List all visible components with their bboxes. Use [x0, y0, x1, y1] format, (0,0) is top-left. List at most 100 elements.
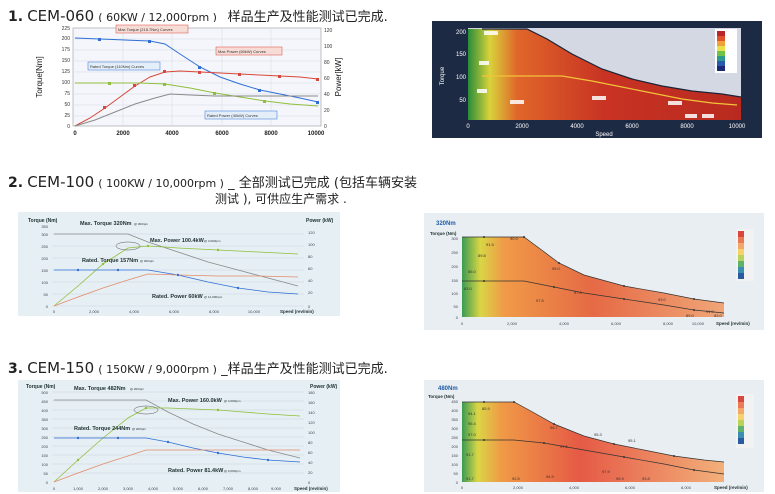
efficiency-label: 94.1	[468, 411, 477, 416]
x-tick: 2,000	[98, 486, 109, 491]
map-x-tick: 0	[461, 485, 464, 490]
x-tick: 8,000	[209, 309, 220, 314]
yr-tick: 20	[308, 290, 313, 295]
status-text: _样品生产及性能测试已完成.	[221, 362, 388, 377]
ann-max-torque-sub: @ 200rpm	[130, 387, 145, 391]
y-axis-label-left: Torque (Nm)	[26, 384, 56, 390]
rated-torque-curve	[54, 269, 299, 295]
section-number: 1.	[8, 9, 24, 25]
efficiency-label: 95.3	[594, 432, 603, 437]
rated-torque-curve	[54, 437, 301, 463]
map-x-tick: 2,000	[507, 321, 518, 326]
y-axis-label-left: Torque[Nm]	[35, 56, 44, 97]
x-tick: 8,000	[248, 486, 259, 491]
x-tick: 7,000	[223, 486, 234, 491]
yr-tick: 60	[308, 450, 313, 455]
ann-max-power-sub: @ 4,000rpm	[224, 399, 241, 403]
yl-tick: 350	[41, 224, 48, 229]
yr-tick: 120	[308, 230, 315, 235]
torque-boundary-line	[462, 236, 725, 304]
x-tick: 0	[53, 309, 56, 314]
cem060-efficiency-map: 50 100 150 200 0 2000 4000 6000 8000 100…	[432, 21, 762, 138]
status-text: _ 全部测试已完成 (包括车辆安装	[228, 176, 417, 191]
ann-rated-torque-sub: @ 200rpm	[132, 427, 147, 431]
efficiency-label: 95.1	[628, 438, 637, 443]
efficiency-label: 90.0	[510, 236, 519, 241]
efficiency-label: 95.0	[552, 266, 561, 271]
yl-tick: 225	[62, 26, 71, 32]
model-spec: ( 150KW / 9,000rpm )	[98, 363, 217, 376]
efficiency-label: 92.5	[512, 476, 521, 481]
ann-max-torque-sub: @ 300rpm	[134, 222, 149, 226]
y-axis-label-right: Power[kW]	[334, 58, 343, 97]
map-x-tick: 6,000	[611, 321, 622, 326]
map-y-tick: 50	[454, 471, 459, 476]
efficiency-label: 89.8	[478, 253, 487, 258]
yr-tick: 160	[308, 400, 315, 405]
y-axis-label-right: Power (kW)	[306, 218, 334, 224]
yr-tick: 100	[324, 44, 333, 50]
ann-max-torque: Max. Torque 482Nm	[74, 386, 126, 392]
map-y-tick: 0	[456, 315, 459, 320]
efficiency-label: 89.0	[686, 313, 695, 318]
yr-tick: 0	[324, 124, 327, 130]
yl-tick: 0	[46, 480, 49, 485]
map-y-tick: 400	[451, 408, 458, 413]
rated-power-curve	[53, 273, 299, 307]
x-tick: 9,000	[271, 486, 282, 491]
x-tick: 2000	[116, 131, 130, 137]
x-tick: 4000	[165, 131, 179, 137]
map-x-tick: 4,000	[559, 321, 570, 326]
yr-tick: 40	[308, 278, 313, 283]
map-y-tick: 200	[456, 30, 467, 36]
x-tick: 4,000	[129, 309, 140, 314]
yl-tick: 150	[41, 453, 48, 458]
map-title: 320Nm	[436, 221, 456, 227]
yl-tick: 150	[62, 58, 71, 64]
x-tick: 10,000	[248, 309, 261, 314]
cem150-efficiency-map: 480Nm Torque (Nm) 85.9 94.1 95.4 97.0 96…	[424, 380, 764, 492]
y-axis-label-left: Torque (Nm)	[28, 218, 58, 224]
x-tick: 6,000	[169, 309, 180, 314]
map-y-tick: 0	[456, 480, 459, 485]
efficiency-label: 91.9	[706, 309, 715, 314]
map-x-label: Speed	[595, 132, 612, 138]
ann-rated-power-sub: @ 12,000rpm	[204, 295, 223, 299]
efficiency-label: 91.7	[466, 452, 475, 457]
yl-tick: 75	[64, 91, 70, 97]
efficiency-label: 85.9	[482, 406, 491, 411]
map-x-tick: 0	[461, 321, 464, 326]
map-y-label: Torque (Nm)	[430, 231, 457, 236]
x-tick: 6,000	[198, 486, 209, 491]
rated-line	[462, 280, 725, 314]
map-y-tick: 150	[451, 278, 458, 283]
map-y-tick: 50	[459, 98, 466, 104]
cem100-efficiency-map: 320Nm Torque (Nm) 90.0 91.9 89.8 85.0 83…	[424, 213, 764, 330]
yl-tick: 50	[44, 471, 49, 476]
x-tick: 0	[73, 131, 77, 137]
max-power-curve	[53, 407, 301, 483]
yr-tick: 80	[308, 254, 313, 259]
legend-max-power: Max Power (60kW) Curves	[218, 49, 266, 54]
yl-tick: 0	[46, 304, 49, 309]
yr-tick: 80	[308, 440, 313, 445]
yr-tick: 60	[308, 266, 313, 271]
map-y-label: Torque	[440, 66, 446, 85]
max-torque-curve	[54, 399, 301, 459]
yr-tick: 20	[324, 108, 330, 114]
map-y-tick: 100	[456, 75, 467, 81]
ann-rated-torque: Rated. Torque 244Nm	[74, 426, 130, 432]
legend-max-torque: Max Torque (215.7Nm) Curves	[118, 27, 173, 32]
yl-tick: 500	[41, 390, 48, 395]
efficiency-label: 97.9	[602, 469, 611, 474]
ann-rated-power: Rated. Power 81.4kW	[168, 468, 224, 474]
efficiency-label: 93.0	[658, 297, 667, 302]
yl-tick: 25	[64, 113, 70, 119]
legend-rated-torque: Rated Torque (110Nm) Curves	[90, 64, 144, 69]
yl-tick: 250	[41, 244, 48, 249]
torque-boundary-line	[482, 28, 742, 98]
x-tick: 0	[53, 486, 56, 491]
cem100-curve-chart: Max. Torque 320Nm @ 300rpm Max. Power 10…	[18, 212, 340, 316]
x-tick: 8000	[264, 131, 278, 137]
x-tick: 4,000	[148, 486, 159, 491]
